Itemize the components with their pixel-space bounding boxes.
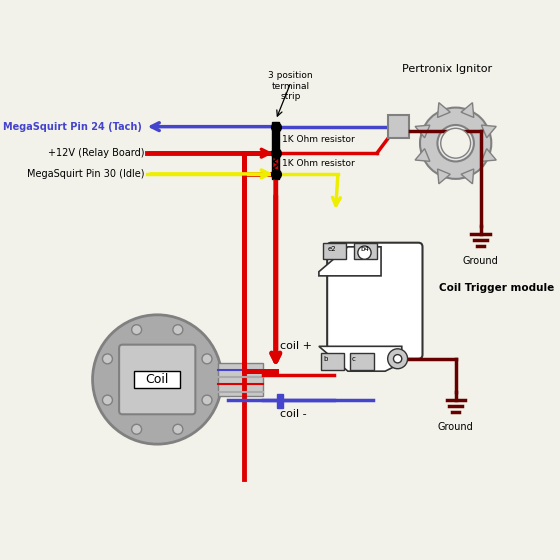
Circle shape <box>92 315 222 444</box>
Circle shape <box>132 424 142 434</box>
Text: e2: e2 <box>327 246 336 252</box>
Text: 3 position
terminal
strip: 3 position terminal strip <box>268 71 313 101</box>
Circle shape <box>132 325 142 335</box>
Circle shape <box>173 424 183 434</box>
Circle shape <box>437 125 474 161</box>
Bar <box>323 242 346 259</box>
Text: Coil: Coil <box>146 373 169 386</box>
Text: Coil Trigger module: Coil Trigger module <box>439 283 554 293</box>
Bar <box>218 363 263 396</box>
Circle shape <box>102 395 113 405</box>
Polygon shape <box>461 102 474 118</box>
Circle shape <box>420 108 491 179</box>
Polygon shape <box>415 148 430 161</box>
Bar <box>351 353 374 370</box>
Bar <box>277 394 283 408</box>
Text: coil +: coil + <box>280 341 312 351</box>
Circle shape <box>102 354 113 364</box>
Circle shape <box>358 246 371 259</box>
Text: MegaSquirt Pin 30 (Idle): MegaSquirt Pin 30 (Idle) <box>27 169 145 179</box>
Circle shape <box>173 325 183 335</box>
Text: b4: b4 <box>360 246 369 252</box>
Polygon shape <box>319 247 381 276</box>
Text: 1K Ohm resistor: 1K Ohm resistor <box>282 136 355 144</box>
Text: Pertronix Ignitor: Pertronix Ignitor <box>402 64 492 73</box>
Polygon shape <box>415 125 430 138</box>
Polygon shape <box>437 169 450 184</box>
Text: MegaSquirt Pin 24 (Tach): MegaSquirt Pin 24 (Tach) <box>3 122 142 132</box>
Bar <box>320 353 344 370</box>
Text: Ground: Ground <box>463 256 498 266</box>
Text: b: b <box>323 356 328 362</box>
Polygon shape <box>461 169 474 184</box>
Circle shape <box>202 395 212 405</box>
Polygon shape <box>482 148 496 161</box>
Polygon shape <box>482 125 496 138</box>
Text: 1K Ohm resistor: 1K Ohm resistor <box>282 158 355 167</box>
Text: c: c <box>352 356 356 362</box>
Text: Ground: Ground <box>438 422 474 432</box>
Circle shape <box>388 349 408 368</box>
Bar <box>134 371 180 388</box>
Text: +12V (Relay Board): +12V (Relay Board) <box>48 148 145 158</box>
Bar <box>354 242 377 259</box>
FancyBboxPatch shape <box>327 242 422 359</box>
Circle shape <box>394 354 402 363</box>
Circle shape <box>202 354 212 364</box>
Bar <box>388 115 409 138</box>
Polygon shape <box>319 346 402 371</box>
Circle shape <box>441 128 470 158</box>
FancyBboxPatch shape <box>119 344 195 414</box>
Bar <box>273 122 279 179</box>
Text: coil -: coil - <box>280 409 306 419</box>
Polygon shape <box>437 102 450 118</box>
